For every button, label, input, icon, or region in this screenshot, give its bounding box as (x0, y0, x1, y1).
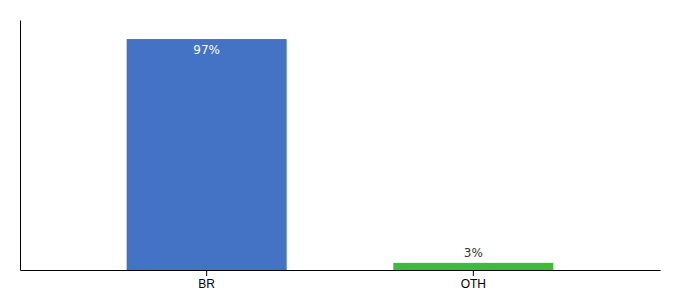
x-tick: BR (198, 270, 215, 291)
x-tick-label: OTH (461, 277, 486, 291)
x-tick-mark (473, 270, 474, 276)
data-label: 97% (193, 43, 220, 57)
x-tick-label: BR (198, 277, 215, 291)
x-axis: BR OTH (21, 270, 661, 291)
bars (127, 39, 554, 270)
plot: BR OTH 97% 3% (21, 21, 661, 291)
x-tick-mark (206, 270, 207, 276)
data-label: 3% (464, 246, 483, 260)
x-axis-line (21, 270, 661, 271)
bar (393, 263, 553, 270)
y-axis-line (20, 21, 21, 271)
bar (127, 39, 287, 270)
x-tick: OTH (461, 270, 486, 291)
y-axis (20, 21, 21, 271)
data-labels: 97% 3% (193, 43, 483, 260)
chart: BR OTH 97% 3% (0, 0, 680, 300)
